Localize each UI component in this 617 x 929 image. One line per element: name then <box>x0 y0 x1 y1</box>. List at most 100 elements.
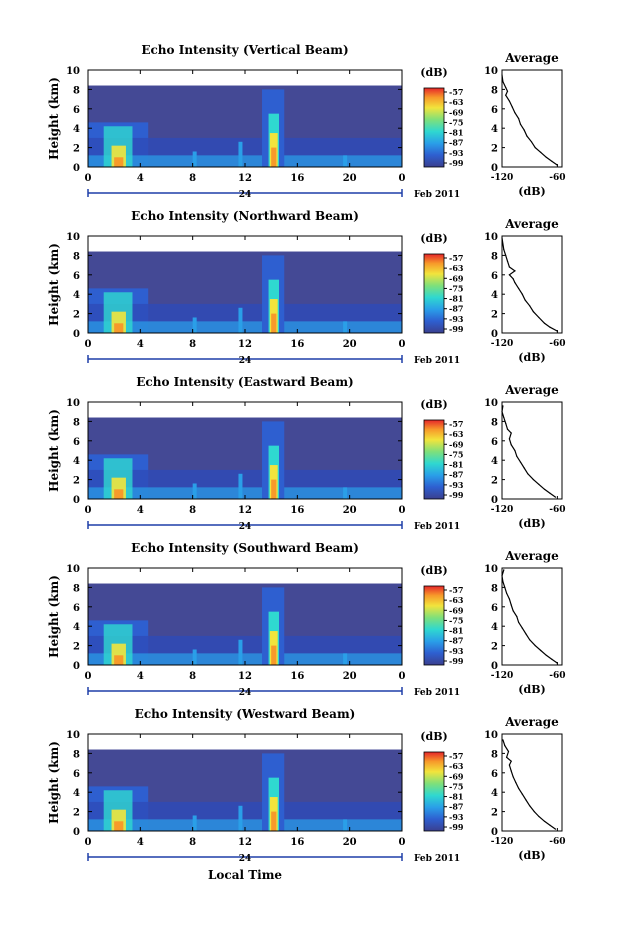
colorbar-tick-label: -81 <box>449 460 463 470</box>
colorbar-tick-label: -87 <box>449 802 463 812</box>
colorbar-tick-label: -81 <box>449 792 463 802</box>
profile-point <box>504 586 506 589</box>
colorbar-unit: (dB) <box>420 398 447 411</box>
y-tick-label: 6 <box>73 603 80 614</box>
y-tick-label: 10 <box>66 564 80 575</box>
profile-point <box>508 100 510 102</box>
colorbar-tick-label: -87 <box>449 138 463 148</box>
rain-max-1 <box>114 323 124 333</box>
x-tick-label: 8 <box>189 671 196 682</box>
profile-point <box>545 156 547 158</box>
profile-point <box>507 750 510 753</box>
profile-x-tick-label: -120 <box>491 173 514 183</box>
panel-2: Echo Intensity (Eastward Beam)0246810Hei… <box>47 375 566 532</box>
rain-max-1 <box>114 821 124 831</box>
profile-point <box>518 117 520 120</box>
x-tick-label: 0 <box>85 339 92 350</box>
shower-streak <box>238 805 243 831</box>
profile-point <box>501 575 503 577</box>
panel-0: Echo Intensity (Vertical Beam)0246810Hei… <box>47 43 566 200</box>
profile-frame <box>501 235 563 334</box>
profile-y-tick-label: 2 <box>491 144 498 155</box>
profile-line <box>501 405 556 498</box>
profile-y-tick-label: 8 <box>491 417 498 428</box>
y-tick-label: 10 <box>66 232 80 243</box>
date-label: Feb 2011 <box>414 190 460 200</box>
panel-title: Echo Intensity (Westward Beam) <box>135 707 356 721</box>
colorbar-tick-label: -75 <box>449 615 463 625</box>
profile-y-tick-label: 10 <box>484 66 498 77</box>
profile-y-tick-label: 4 <box>491 456 498 467</box>
echo-surface-layer <box>88 819 402 831</box>
x-tick-label: 0 <box>399 837 406 848</box>
colorbar-tick-label: -69 <box>449 771 464 781</box>
colorbar-tick-label: -63 <box>449 429 464 439</box>
profile-point <box>505 254 507 256</box>
colorbar-tick-label: -57 <box>449 419 463 429</box>
date-day-label: 24 <box>239 190 252 200</box>
profile-title: Average <box>504 715 559 729</box>
x-tick-label: 8 <box>189 505 196 516</box>
profile-x-label: (dB) <box>518 185 545 198</box>
y-tick-label: 4 <box>73 290 80 301</box>
profile-point <box>521 293 523 295</box>
profile-point <box>545 654 547 656</box>
shower-streak <box>343 653 348 665</box>
profile-point <box>540 151 542 153</box>
profile-point <box>525 799 527 801</box>
date-label: Feb 2011 <box>414 356 460 366</box>
panel-title: Echo Intensity (Eastward Beam) <box>136 375 353 389</box>
echo-surface-layer <box>88 653 402 665</box>
y-tick-label: 0 <box>73 827 80 838</box>
profile-point <box>543 488 546 490</box>
x-tick-label: 0 <box>85 173 92 184</box>
profile-point <box>526 135 528 137</box>
profile-point <box>549 492 551 494</box>
profile-point <box>538 815 540 818</box>
x-tick-label: 20 <box>343 505 357 516</box>
y-tick-label: 4 <box>73 456 80 467</box>
colorbar-tick-label: -63 <box>449 97 464 107</box>
profile-point <box>540 649 542 652</box>
profile-point <box>510 760 512 762</box>
profile-point <box>518 621 520 623</box>
profile-y-tick-label: 2 <box>491 310 498 321</box>
colorbar <box>423 585 445 666</box>
profile-point <box>534 645 536 647</box>
profile-point <box>538 316 540 319</box>
colorbar-tick-label: -69 <box>449 439 464 449</box>
profile-frame <box>501 69 563 168</box>
profile-point <box>505 86 507 89</box>
profile-point <box>505 422 507 424</box>
profile-point <box>527 473 529 475</box>
convective-max <box>271 645 277 665</box>
y-tick-label: 6 <box>73 105 80 116</box>
profile-y-tick-label: 2 <box>491 808 498 819</box>
y-tick-label: 8 <box>73 749 80 760</box>
x-tick-label: 8 <box>189 339 196 350</box>
profile-x-tick-label: -120 <box>491 339 514 349</box>
profile-y-tick-label: 6 <box>491 437 498 448</box>
profile-point <box>502 405 504 407</box>
profile-point <box>518 787 520 789</box>
profile-point <box>529 805 531 807</box>
profile-point <box>510 770 512 772</box>
colorbar-tick-label: -99 <box>449 656 464 666</box>
profile-point <box>533 811 535 813</box>
profile-point <box>525 633 527 635</box>
profile-y-tick-label: 0 <box>491 495 498 506</box>
profile-point <box>523 129 525 131</box>
profile-point <box>532 479 535 481</box>
profile-point <box>510 432 512 434</box>
y-tick-label: 2 <box>73 808 80 819</box>
profile-frame <box>501 567 563 666</box>
profile-y-tick-label: 10 <box>484 398 498 409</box>
profile-y-tick-label: 2 <box>491 476 498 487</box>
shower-streak <box>343 819 348 831</box>
x-tick-label: 8 <box>189 173 196 184</box>
panel-1: Echo Intensity (Northward Beam)0246810He… <box>47 209 566 366</box>
x-tick-label: 4 <box>137 671 144 682</box>
profile-point <box>514 449 516 452</box>
x-tick-label: 20 <box>343 671 357 682</box>
